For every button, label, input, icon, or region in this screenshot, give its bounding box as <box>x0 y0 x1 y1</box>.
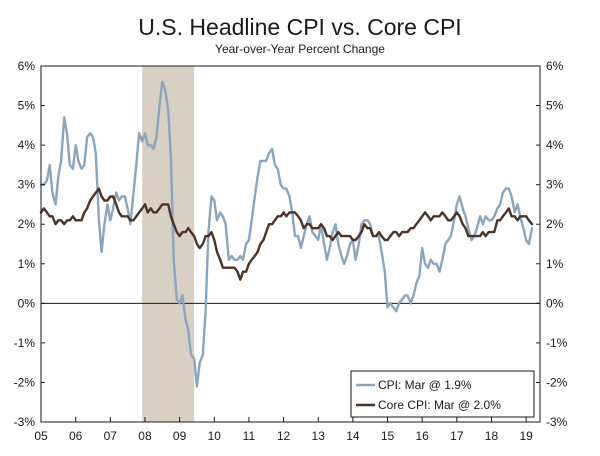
y-tick-label-left: -3% <box>14 415 36 429</box>
plot-frame <box>40 65 541 423</box>
y-tick-label-right: 3% <box>546 178 564 192</box>
y-tick-label-left: 1% <box>18 257 36 271</box>
y-tick-label-left: 2% <box>18 217 36 231</box>
core-cpi-series-line <box>39 187 534 281</box>
y-tick-label-left: 0% <box>18 296 36 310</box>
x-tick-label: 16 <box>416 429 430 443</box>
x-tick-label: 13 <box>312 429 326 443</box>
y-tick-label-right: 5% <box>546 99 564 113</box>
x-axis-ticks: 05 06 07 08 09 10 11 12 13 14 15 16 17 18 19 <box>34 417 533 443</box>
y-tick-label-right: 1% <box>546 257 564 271</box>
x-tick-label: 15 <box>381 429 395 443</box>
y-tick-label-left: 4% <box>18 138 36 152</box>
y-tick-label-right: -1% <box>546 336 568 350</box>
y-tick-label-right: 4% <box>546 138 564 152</box>
y-tick-label-left: -2% <box>14 375 36 389</box>
x-tick-label: 12 <box>277 429 291 443</box>
y-axis-ticks: -3% -3% -2% -2% -1% -1% 0% 0% 1% 1% 2% 2% 3% 3% 4% 4% 5%… <box>14 59 568 429</box>
y-tick-label-right: 0% <box>546 296 564 310</box>
legend-label: Core CPI: Mar @ 2.0% <box>378 398 501 412</box>
x-tick-label: 09 <box>173 429 187 443</box>
chart-subtitle: Year-over-Year Percent Change <box>215 42 385 56</box>
cpi-series-line <box>39 80 534 388</box>
y-tick-label-left: -1% <box>14 336 36 350</box>
y-tick-label-right: -3% <box>546 415 568 429</box>
x-tick-label: 11 <box>243 429 256 443</box>
y-tick-label-left: 6% <box>18 59 36 73</box>
x-tick-label: 08 <box>138 429 152 443</box>
x-tick-label: 05 <box>34 429 48 443</box>
x-tick-label: 06 <box>69 429 83 443</box>
legend-box <box>350 370 535 418</box>
legend-label: CPI: Mar @ 1.9% <box>378 378 472 392</box>
y-tick-label-left: 3% <box>18 178 36 192</box>
x-tick-label: 07 <box>104 429 118 443</box>
series-lines <box>39 80 534 388</box>
x-tick-label: 17 <box>450 429 464 443</box>
y-tick-label-right: 2% <box>546 217 564 231</box>
y-tick-label-right: -2% <box>546 375 568 389</box>
y-tick-label-left: 5% <box>18 99 36 113</box>
x-tick-label: 14 <box>346 429 360 443</box>
x-tick-label: 18 <box>485 429 499 443</box>
x-tick-label: 10 <box>208 429 222 443</box>
y-tick-label-right: 6% <box>546 59 564 73</box>
legend: CPI: Mar @ 1.9% Core CPI: Mar @ 2.0% <box>350 370 535 418</box>
chart-title: U.S. Headline CPI vs. Core CPI <box>138 14 462 40</box>
x-tick-label: 19 <box>519 429 533 443</box>
